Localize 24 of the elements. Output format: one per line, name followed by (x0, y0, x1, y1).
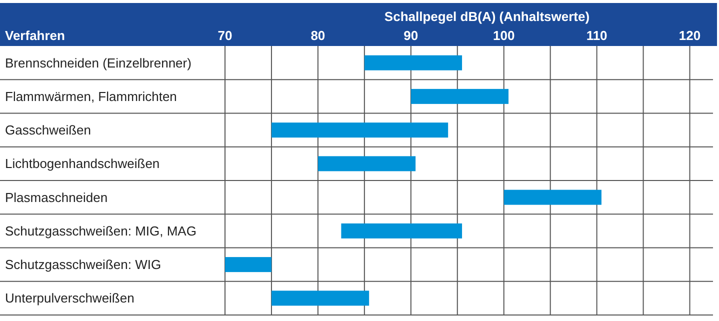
x-tick-label: 90 (404, 28, 418, 43)
x-tick-label: 80 (310, 28, 326, 43)
bar (364, 55, 462, 70)
y-tick-label: Lichtbogenhandschweißen (5, 156, 160, 172)
bar (504, 190, 602, 205)
y-tick-label: Gasschweißen (5, 122, 91, 138)
bar (225, 257, 272, 272)
x-tick-label: 70 (218, 28, 232, 43)
bar (318, 156, 416, 172)
y-tick-label: Flammwärmen, Flammrichten (5, 88, 177, 104)
bar (410, 88, 509, 104)
x-tick-label: 100 (493, 28, 515, 43)
bar (271, 122, 448, 138)
y-axis-title: Verfahren (5, 28, 66, 43)
bar (271, 290, 370, 306)
bar (341, 223, 462, 238)
y-tick-label: Unterpulverschweißen (5, 290, 134, 306)
y-tick-label: Brennschneiden (Einzelbrenner) (5, 55, 192, 70)
x-tick-label: 120 (678, 28, 701, 43)
y-tick-label: Schutzgasschweißen: MIG, MAG (5, 223, 196, 238)
x-axis-title: Schallpegel dB(A) (Anhaltswerte) (384, 9, 590, 24)
y-tick-label: Plasmaschneiden (5, 190, 108, 205)
x-tick-label: 110 (586, 28, 608, 43)
y-tick-label: Schutzgasschweißen: WIG (5, 257, 162, 272)
